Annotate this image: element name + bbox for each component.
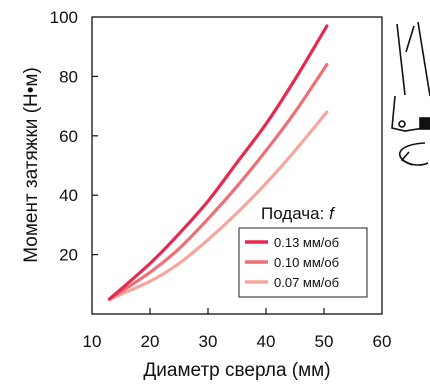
legend: Подача: f 0.13 мм/об 0.10 мм/об 0.07 мм/об <box>238 204 368 298</box>
legend-label: 0.10 мм/об <box>274 255 339 270</box>
x-axis-ticks: 10 20 30 40 50 60 <box>83 308 392 351</box>
legend-label: 0.07 мм/об <box>274 275 339 290</box>
x-tick-label: 50 <box>315 332 334 351</box>
y-tick-label: 80 <box>59 67 78 86</box>
x-tick-label: 30 <box>199 332 218 351</box>
y-tick-label: 60 <box>59 127 78 146</box>
drill-shank-left <box>396 23 406 96</box>
x-tick-label: 20 <box>141 332 160 351</box>
plot-frame <box>91 16 383 315</box>
series-line <box>107 24 329 301</box>
y-axis-ticks: 20 40 60 80 100 <box>50 8 98 265</box>
series-layer <box>107 24 329 301</box>
drill-shank-right <box>417 21 430 97</box>
legend-title: Подача: f <box>261 204 336 223</box>
series-line <box>107 62 329 301</box>
rotation-arrow-head <box>400 151 413 166</box>
drill-flute <box>405 25 415 53</box>
series-line <box>107 110 329 301</box>
drill-block <box>419 117 430 130</box>
legend-label: 0.13 мм/об <box>274 235 339 250</box>
x-tick-label: 60 <box>373 332 392 351</box>
drill-chuck <box>391 95 430 132</box>
drill-icon <box>391 21 430 166</box>
x-axis-title: Диаметр сверла (мм) <box>143 360 330 381</box>
y-axis-title: Момент затяжки (Н•м) <box>21 67 42 263</box>
x-tick-label: 40 <box>257 332 276 351</box>
y-tick-label: 100 <box>50 8 78 27</box>
y-tick-label: 40 <box>59 186 78 205</box>
x-tick-label: 10 <box>83 332 102 351</box>
drill-bolt <box>398 120 406 128</box>
y-tick-label: 20 <box>59 246 78 265</box>
